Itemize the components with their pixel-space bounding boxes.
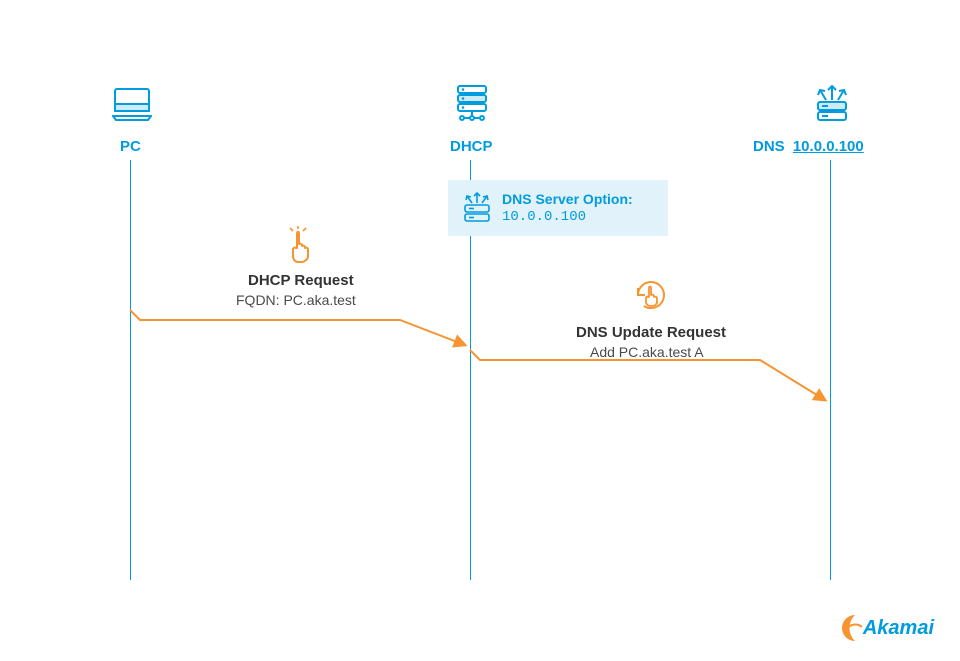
- akamai-logo: Akamai: [837, 613, 934, 643]
- dns-update-arrow: [0, 0, 960, 661]
- akamai-logo-text: Akamai: [863, 617, 934, 640]
